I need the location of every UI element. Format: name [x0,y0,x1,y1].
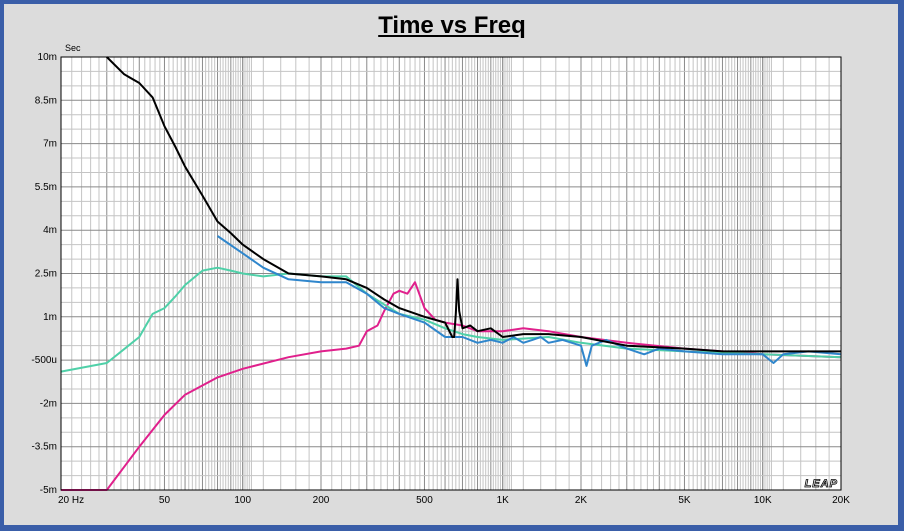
series-line-4 [106,56,841,353]
plot-border [60,56,842,491]
x-tick-label: 100 [234,495,251,506]
x-tick-label: 1K [497,495,510,506]
x-tick-label: 2K [575,495,588,506]
series-line-1 [61,281,842,491]
y-tick-label: 1m [43,312,57,323]
leap-watermark: LEAP [805,478,838,490]
x-tick-label: 500 [416,495,433,506]
series-layer [60,56,842,491]
y-tick-label: 8.5m [35,95,57,106]
grid [60,56,842,491]
y-tick-label: -500u [31,355,57,366]
y-tick-label: 2.5m [35,269,57,280]
y-axis-label: Sec [65,43,81,53]
x-tick-label: 10K [754,495,772,506]
x-tick-label: 5K [678,495,691,506]
x-tick-label: 20K [832,495,850,506]
chart-title: Time vs Freq [378,12,526,39]
y-tick-label: -5m [40,485,57,496]
y-tick-label: 7m [43,139,57,150]
y-tick-label: 5.5m [35,182,57,193]
axes: 10m 8.5m 7m 5.5m 4m 2.5m 1m -500u -2m -3.5m -5m20 … [31,43,850,506]
x-tick-label: 200 [313,495,330,506]
x-tick-label: 20 Hz [58,495,84,506]
y-tick-label: 10m [38,52,57,63]
series-line-3 [216,235,842,367]
y-tick-label: -2m [40,398,57,409]
y-tick-label: -3.5m [31,442,57,453]
y-tick-label: 4m [43,225,57,236]
x-tick-label: 50 [159,495,171,506]
